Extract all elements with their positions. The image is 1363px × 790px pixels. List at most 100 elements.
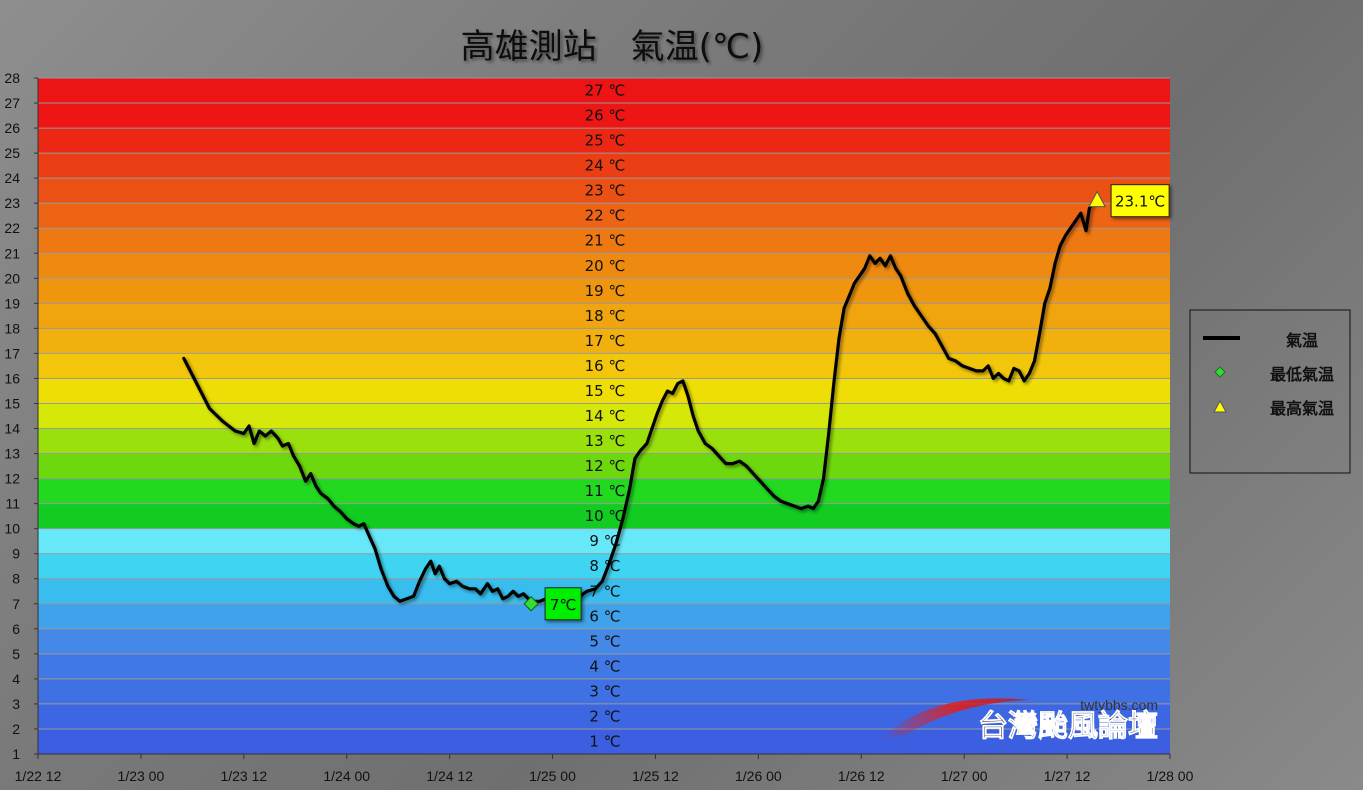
x-axis-ticks: 1/22 12 1/23 00 1/23 12 1/24 00 1/24 12 1/25 … [15,753,1194,784]
min-marker-diamond-icon [523,596,539,612]
band-2 [38,703,1170,729]
band-label-12: 12 ℃ [585,457,626,475]
y-tick-label-7: 7 [12,596,20,612]
band-label-23: 23 ℃ [585,182,626,200]
y-tick-label-1: 1 [12,746,20,762]
watermark-site: twtybbs.com [1080,697,1158,713]
legend-diamond-icon [1214,366,1226,378]
band-label-14: 14 ℃ [585,407,626,425]
band-26 [38,103,1170,129]
band-label-4: 4 ℃ [589,657,620,675]
x-tick-label-4: 1/24 12 [426,768,473,784]
y-tick-label-12: 12 [4,471,20,487]
min-label: 7℃ [550,596,576,614]
y-tick-label-5: 5 [12,646,20,662]
min-label-box [544,587,582,621]
y-tick-label-20: 20 [4,270,20,286]
series-line-0 [182,199,1097,606]
band-labels: 1 ℃ 2 ℃ 3 ℃ 4 ℃ 5 ℃ 6 ℃ 7 ℃ 8 ℃ 9 ℃ 10 ℃ 11 ℃ 12 ℃ 1… [585,82,626,751]
watermark-swoosh-icon [880,698,1030,740]
y-tick-label-15: 15 [4,395,20,411]
band-label-1: 1 ℃ [589,732,620,750]
y-tick-label-22: 22 [4,220,20,236]
y-tick-label-2: 2 [12,721,20,737]
band-label-25: 25 ℃ [585,132,626,150]
band-22 [38,203,1170,229]
legend-box [1189,309,1351,474]
max-label-box [1110,184,1170,218]
band-label-13: 13 ℃ [585,432,626,450]
y-tick-label-26: 26 [4,120,20,136]
band-label-8: 8 ℃ [589,557,620,575]
band-12 [38,453,1170,479]
legend: 氣温 最低氣温 最高氣温 [1189,309,1351,474]
max-label: 23.1℃ [1115,193,1165,211]
legend-label-temp: 氣温 [1286,331,1318,350]
band-label-27: 27 ℃ [585,82,626,100]
x-tick-label-3: 1/24 00 [323,768,370,784]
band-20 [38,253,1170,279]
y-tick-label-14: 14 [4,421,20,437]
y-tick-label-8: 8 [12,571,20,587]
y-tick-label-24: 24 [4,170,20,186]
band-21 [38,228,1170,254]
band-label-21: 21 ℃ [585,232,626,250]
band-4 [38,653,1170,679]
y-tick-label-27: 27 [4,95,20,111]
y-tick-label-13: 13 [4,446,20,462]
y-tick-label-6: 6 [12,621,20,637]
max-marker-triangle-icon [1088,190,1106,208]
band-16 [38,353,1170,379]
y-tick-label-16: 16 [4,370,20,386]
y-tick-label-17: 17 [4,345,20,361]
band-19 [38,278,1170,304]
band-5 [38,628,1170,654]
band-label-22: 22 ℃ [585,207,626,225]
legend-label-max: 最高氣温 [1270,399,1334,418]
marker-layer: 7℃ 23.1℃ [523,184,1170,621]
band-label-5: 5 ℃ [589,632,620,650]
y-tick-label-21: 21 [4,245,20,261]
band-24 [38,153,1170,179]
band-23 [38,178,1170,204]
band-11 [38,478,1170,504]
band-label-9: 9 ℃ [589,532,620,550]
x-tick-label-5: 1/25 00 [529,768,576,784]
watermark-name: 台灣颱風論壇 [978,709,1158,744]
gridlines [38,77,1170,755]
band-label-26: 26 ℃ [585,107,626,125]
band-label-3: 3 ℃ [589,682,620,700]
band-label-6: 6 ℃ [589,607,620,625]
x-tick-label-11: 1/28 00 [1147,768,1194,784]
band-6 [38,603,1170,629]
band-label-20: 20 ℃ [585,257,626,275]
band-13 [38,428,1170,454]
band-label-10: 10 ℃ [585,507,626,525]
legend-triangle-icon [1213,399,1227,413]
band-label-16: 16 ℃ [585,357,626,375]
y-tick-label-3: 3 [12,696,20,712]
chart-title: 高雄測站 氣温(℃) [461,27,764,67]
legend-label-min: 最低氣温 [1270,365,1334,384]
band-9 [38,528,1170,554]
y-tick-label-19: 19 [4,295,20,311]
y-tick-label-11: 11 [5,496,20,512]
x-tick-label-10: 1/27 12 [1044,768,1091,784]
band-1 [38,728,1170,754]
x-tick-label-9: 1/27 00 [941,768,988,784]
band-7 [38,578,1170,604]
watermark: twtybbs.com 台灣颱風論壇 [880,697,1158,744]
band-label-19: 19 ℃ [585,282,626,300]
band-label-2: 2 ℃ [589,707,620,725]
y-tick-label-10: 10 [4,521,20,537]
band-label-15: 15 ℃ [585,382,626,400]
band-label-7: 7 ℃ [589,582,620,600]
y-tick-label-28: 28 [4,70,20,86]
band-25 [38,128,1170,154]
band-18 [38,303,1170,329]
y-tick-label-9: 9 [12,546,20,562]
y-tick-label-4: 4 [12,671,20,687]
x-tick-label-2: 1/23 12 [220,768,267,784]
band-label-11: 11 ℃ [585,482,626,500]
